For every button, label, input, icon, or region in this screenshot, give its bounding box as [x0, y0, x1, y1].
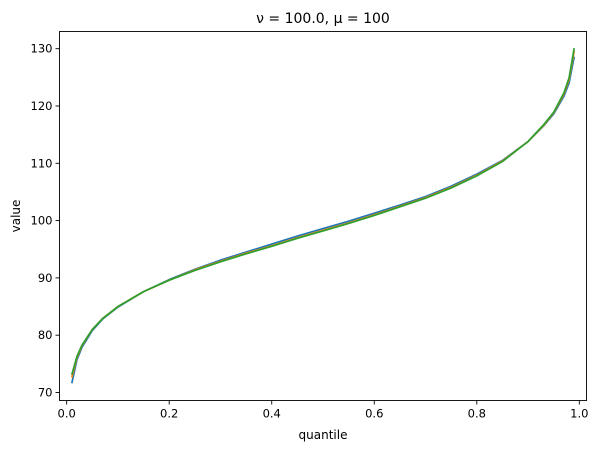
series-line-3 [70, 47, 576, 375]
ticks-layer: 0.0 0.2 0.4 0.6 0.8 1.0 70 80 90 100 110 120 130 [31, 42, 589, 421]
y-tick-label: 130 [31, 42, 53, 56]
y-axis-label: value [9, 200, 23, 233]
chart-title: ν = 100.0, μ = 100 [256, 11, 390, 27]
series-layer [70, 47, 576, 384]
x-tick-label: 1.0 [570, 407, 588, 421]
y-tick-label: 80 [38, 328, 53, 342]
series-line-2 [70, 50, 576, 378]
y-tick-label: 110 [31, 156, 53, 170]
x-tick-label: 0.4 [263, 407, 281, 421]
series-line-1 [70, 56, 576, 384]
plot-frame [59, 31, 587, 401]
x-tick-label: 0.0 [58, 407, 76, 421]
y-tick-label: 70 [38, 385, 53, 399]
y-tick-label: 90 [38, 271, 53, 285]
x-tick-label: 0.2 [160, 407, 178, 421]
x-tick-label: 0.6 [365, 407, 383, 421]
x-axis-label: quantile [299, 428, 348, 442]
y-tick-label: 120 [31, 99, 53, 113]
x-tick-label: 0.8 [468, 407, 486, 421]
y-tick-label: 100 [31, 214, 53, 228]
